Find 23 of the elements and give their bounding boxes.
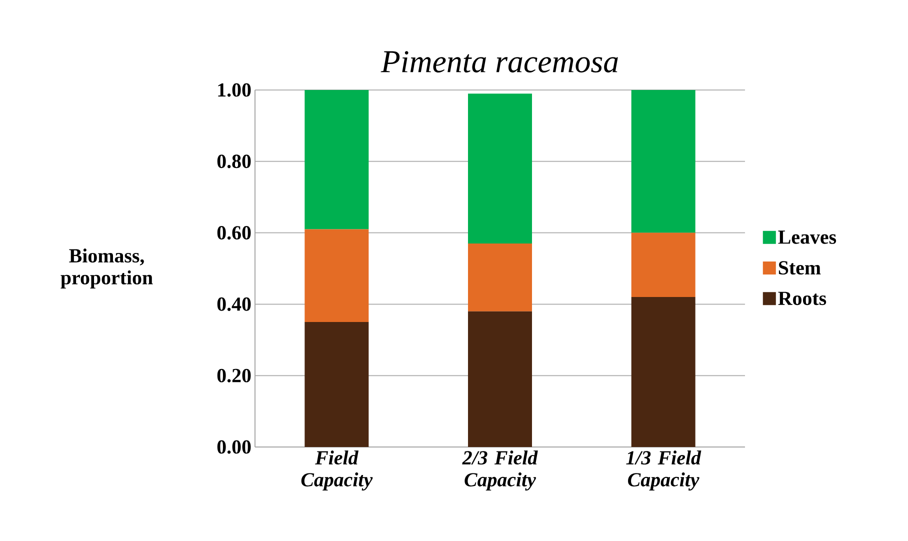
y-tick-label: 0.20 <box>217 368 251 382</box>
legend-label: Stem <box>778 261 821 275</box>
bar <box>631 297 696 447</box>
legend-label: Leaves <box>778 230 836 244</box>
bar <box>468 94 532 244</box>
x-tick-label: 1/3 Field Capacity <box>626 450 702 491</box>
x-tick-label: 2/3 Field Capacity <box>462 450 538 491</box>
y-tick-label: 0.40 <box>217 297 251 311</box>
y-tick-label: 1.00 <box>218 83 251 97</box>
bar <box>631 90 696 233</box>
bar <box>304 322 369 447</box>
bar <box>468 244 532 312</box>
x-tick-label: Field Capacity <box>301 450 373 491</box>
bar <box>304 229 369 322</box>
chart-title: Pimenta racemosa <box>380 51 618 72</box>
bar <box>304 90 369 230</box>
legend-label: Roots <box>778 292 826 306</box>
bar <box>631 232 696 298</box>
y-tick-label: 0.00 <box>217 440 251 454</box>
bar <box>468 311 532 447</box>
y-tick-label: 0.60 <box>217 226 251 240</box>
y-axis-title: Biomass, proportion <box>60 248 153 288</box>
y-tick-label: 0.80 <box>217 154 251 168</box>
